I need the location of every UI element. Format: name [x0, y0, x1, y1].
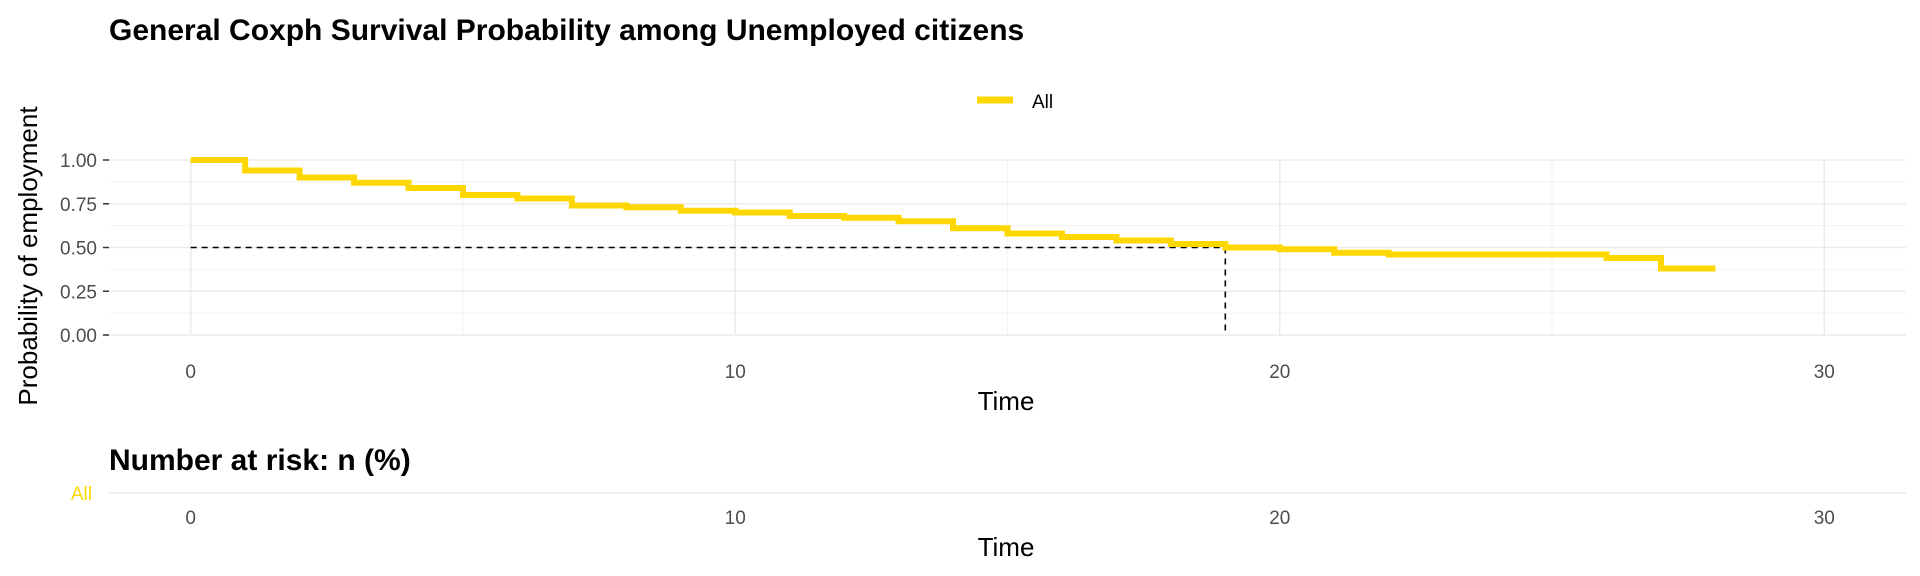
x-axis-ticks: 0 10 20 30 — [185, 362, 1834, 383]
risk-row-label-all: All — [71, 484, 92, 505]
x-tick-label: 30 — [1814, 362, 1835, 383]
chart-title: General Coxph Survival Probability among… — [109, 14, 1024, 47]
y-tick-label: 1.00 — [60, 151, 97, 172]
risk-x-tick-label: 0 — [185, 508, 196, 529]
risk-table: All 0 10 20 30 — [71, 484, 1906, 529]
median-lines — [190, 246, 1227, 335]
main-plot: 0.00 0.25 0.50 0.75 1.00 0 10 20 30 — [60, 151, 1906, 383]
y-tick-label: 0.25 — [60, 282, 97, 303]
x-tick-label: 10 — [725, 362, 746, 383]
risk-table-x-ticks: 0 10 20 30 — [185, 508, 1834, 529]
x-axis-title: Time — [978, 386, 1035, 416]
survival-curve-line — [190, 157, 1716, 272]
risk-x-tick-label: 30 — [1814, 508, 1835, 529]
y-tick-label: 0.50 — [60, 239, 97, 260]
x-tick-label: 20 — [1269, 362, 1290, 383]
y-tick-label: 0.00 — [60, 326, 97, 347]
risk-x-tick-label: 10 — [725, 508, 746, 529]
risk-table-title: Number at risk: n (%) — [109, 444, 411, 477]
legend: All — [977, 92, 1053, 113]
risk-table-x-title: Time — [978, 532, 1035, 562]
risk-x-tick-label: 20 — [1269, 508, 1290, 529]
survival-curves — [190, 157, 1716, 272]
y-axis-title: Probability of employment — [13, 106, 43, 406]
y-tick-label: 0.75 — [60, 195, 97, 216]
x-tick-label: 0 — [185, 362, 196, 383]
legend-label: All — [1032, 92, 1053, 113]
y-axis-ticks: 0.00 0.25 0.50 0.75 1.00 — [60, 151, 109, 347]
